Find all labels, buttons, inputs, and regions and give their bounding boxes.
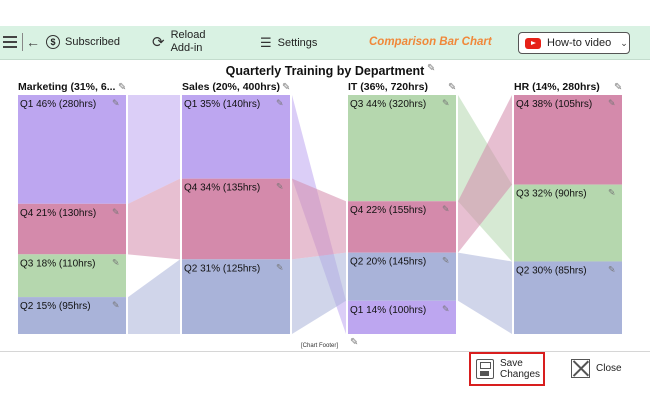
segment-label: Q3 44% (320hrs) <box>350 99 426 110</box>
chevron-down-icon: ⌄ <box>620 37 628 48</box>
bar-segment-q3 <box>18 254 126 298</box>
edit-segment-pencil-icon: ✎ <box>442 304 450 314</box>
edit-header-pencil-icon: ✎ <box>614 82 622 93</box>
edit-header-pencil-icon: ✎ <box>448 82 456 93</box>
close-icon <box>571 359 590 378</box>
bar-segment-q2 <box>18 297 126 334</box>
column-header: Marketing (31%, 6... <box>18 81 116 93</box>
segment-label: Q2 15% (95hrs) <box>20 301 91 312</box>
bar-segment-q4 <box>348 201 456 253</box>
chart-footer[interactable]: [Chart Footer] <box>301 343 339 349</box>
reload-addin-button[interactable]: ⟳ Reload Add-in <box>152 29 205 55</box>
close-button[interactable]: Close <box>571 359 622 378</box>
comparison-bar-chart: Marketing (31%, 6... ✎Q1 46% (280hrs) ✎Q4 … <box>18 81 622 334</box>
chart-area: Marketing (31%, 6... ✎ Q1 46% (280hrs) ✎ Q4 … <box>0 60 650 352</box>
edit-segment-pencil-icon: ✎ <box>608 188 616 198</box>
segment-label: Q3 18% (110hrs) <box>20 258 95 269</box>
youtube-icon <box>525 37 541 49</box>
segment-label: Q1 46% (280hrs) <box>20 99 96 110</box>
settings-label: Settings <box>277 37 318 49</box>
segment-label: Q4 22% (155hrs) <box>350 205 426 216</box>
segment-label: Q2 31% (125hrs) <box>184 263 260 274</box>
back-arrow-icon[interactable]: ← <box>22 33 40 51</box>
connector-q4-1 <box>292 178 346 260</box>
bar-segment-q4 <box>514 95 622 185</box>
edit-segment-pencil-icon: ✎ <box>112 300 120 310</box>
floppy-disk-icon <box>476 359 494 379</box>
settings-button[interactable]: ☰ Settings <box>260 35 317 51</box>
edit-segment-pencil-icon: ✎ <box>608 264 616 274</box>
brand-label: Comparison Bar Chart <box>369 36 492 48</box>
edit-segment-pencil-icon: ✎ <box>112 98 120 108</box>
edit-segment-pencil-icon: ✎ <box>276 262 284 272</box>
column-header: IT (36%, 720hrs) <box>348 81 428 93</box>
reload-label-line1: Reload <box>170 29 206 41</box>
connector-q4-0 <box>128 178 180 260</box>
howto-label: How-to video <box>547 37 612 49</box>
column-header: Sales (20%, 400hrs) <box>182 81 280 93</box>
close-label: Close <box>596 363 622 374</box>
connector-ribbons <box>128 95 512 334</box>
segment-label: Q4 34% (135hrs) <box>184 183 260 194</box>
sliders-icon: ☰ <box>260 35 272 50</box>
connector-q4-2 <box>458 95 512 253</box>
toolbar: ← $ Subscribed ⟳ Reload Add-in ☰ Setting… <box>0 26 650 60</box>
reload-icon: ⟳ <box>152 34 165 51</box>
segment-label: Q2 30% (85hrs) <box>516 265 587 276</box>
edit-segment-pencil-icon: ✎ <box>276 182 284 192</box>
howto-video-dropdown[interactable]: How-to video ⌄ <box>518 32 630 54</box>
save-changes-button[interactable]: Save Changes <box>469 352 545 386</box>
edit-footer-pencil-icon[interactable]: ✎ <box>350 337 359 348</box>
connector-q2-0 <box>128 259 180 334</box>
edit-title-pencil-icon[interactable]: ✎ <box>427 63 436 74</box>
edit-header-pencil-icon: ✎ <box>282 82 290 93</box>
bar-segment-q4 <box>18 203 126 255</box>
column-header: HR (14%, 280hrs) <box>514 81 600 93</box>
connector-q2-2 <box>458 252 512 334</box>
subscribed-button[interactable]: $ Subscribed <box>46 35 120 49</box>
subscribed-label: Subscribed <box>65 36 121 48</box>
edit-segment-pencil-icon: ✎ <box>608 98 616 108</box>
edit-segment-pencil-icon: ✎ <box>442 204 450 214</box>
connector-q1-0 <box>128 95 180 204</box>
bar-segment-q1 <box>18 95 126 204</box>
bar-segment-q2 <box>514 261 622 334</box>
segment-label: Q1 14% (100hrs) <box>350 305 426 316</box>
edit-segment-pencil-icon: ✎ <box>442 98 450 108</box>
edit-segment-pencil-icon: ✎ <box>442 256 450 266</box>
chart-title[interactable]: Quarterly Training by Department <box>225 64 425 78</box>
segment-label: Q1 35% (140hrs) <box>184 99 260 110</box>
segment-label: Q3 32% (90hrs) <box>516 189 587 200</box>
bar-segment-q2 <box>182 259 290 334</box>
edit-header-pencil-icon: ✎ <box>118 82 126 93</box>
segment-label: Q2 20% (145hrs) <box>350 257 426 268</box>
bar-segment-q1 <box>348 300 456 334</box>
bar-segment-q3 <box>514 184 622 262</box>
reload-label-line2: Add-in <box>170 42 203 54</box>
segment-label: Q4 21% (130hrs) <box>20 208 96 219</box>
menu-icon[interactable] <box>3 36 17 48</box>
save-label-line2: Changes <box>500 369 541 380</box>
bar-segment-q1 <box>182 95 290 179</box>
edit-segment-pencil-icon: ✎ <box>276 98 284 108</box>
edit-segment-pencil-icon: ✎ <box>112 257 120 267</box>
connector-q2-1 <box>292 252 346 334</box>
dollar-icon: $ <box>46 35 60 49</box>
bar-segment-q2 <box>348 252 456 301</box>
bar-segment-q3 <box>348 95 456 202</box>
bar-segment-q4 <box>182 178 290 260</box>
segment-label: Q4 38% (105hrs) <box>516 99 592 110</box>
bottom-action-bar: Save Changes Close <box>0 351 650 415</box>
save-label-line1: Save <box>500 358 523 369</box>
edit-segment-pencil-icon: ✎ <box>112 207 120 217</box>
